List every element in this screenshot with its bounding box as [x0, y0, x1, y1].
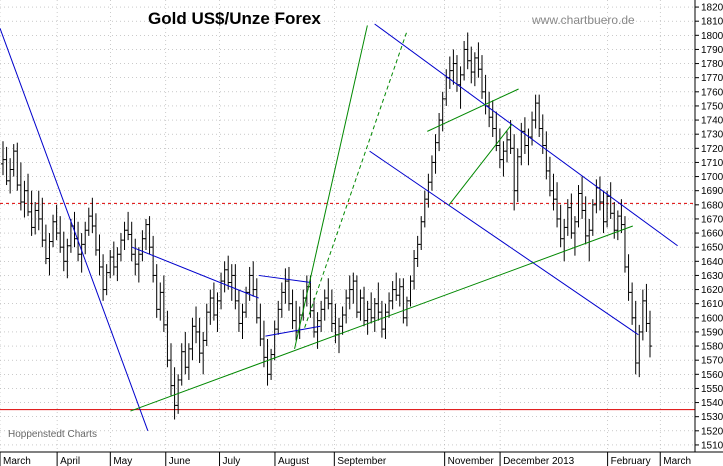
chart-title: Gold US$/Unze Forex [148, 9, 321, 28]
trendline-blue [369, 150, 639, 336]
y-tick-label: 1540 [701, 398, 723, 409]
x-tick-label: September [337, 456, 387, 466]
y-tick-label: 1640 [701, 257, 723, 268]
x-tick-label: April [60, 456, 80, 466]
x-tick-label: November [448, 456, 495, 466]
y-tick-label: 1810 [701, 17, 723, 28]
x-tick-label: March [3, 456, 31, 466]
y-tick-label: 1520 [701, 426, 723, 437]
y-tick-label: 1510 [701, 440, 723, 451]
site-label: www.chartbuero.de [531, 13, 635, 27]
y-tick-label: 1600 [701, 313, 723, 324]
y-tick-label: 1800 [701, 31, 723, 42]
y-tick-label: 1790 [701, 45, 723, 56]
source-label: Hoppenstedt Charts [8, 429, 97, 440]
trendline-blue [131, 246, 259, 299]
plot-area [0, 0, 695, 452]
y-tick-label: 1750 [701, 101, 723, 112]
y-tick-label: 1570 [701, 356, 723, 367]
y-tick-label: 1560 [701, 370, 723, 381]
y-tick-label: 1710 [701, 158, 723, 169]
y-tick-label: 1530 [701, 412, 723, 423]
x-tick-label: February [611, 456, 651, 466]
y-tick-label: 1700 [701, 172, 723, 183]
trendline-blue [258, 274, 311, 283]
x-axis: March April May June July August September Nove… [0, 452, 691, 466]
gridlines [0, 0, 695, 452]
y-tick-label: 1720 [701, 144, 723, 155]
y-tick-label: 1580 [701, 342, 723, 353]
trendline-blue [374, 23, 678, 247]
horizontal-levels [0, 202, 695, 411]
trendline-green [130, 225, 633, 412]
y-tick-label: 1550 [701, 384, 723, 395]
y-tick-label: 1780 [701, 59, 723, 70]
y-tick-label: 1690 [701, 186, 723, 197]
ohlc-bars [1, 32, 652, 420]
y-tick-label: 1670 [701, 214, 723, 225]
trendline-blue [265, 325, 321, 337]
y-tick-label: 1730 [701, 130, 723, 141]
y-tick-label: 1590 [701, 327, 723, 338]
y-tick-label: 1620 [701, 285, 723, 296]
y-tick-label: 1740 [701, 116, 723, 127]
y-tick-label: 1770 [701, 73, 723, 84]
y-tick-label: 1660 [701, 229, 723, 240]
x-tick-label: December 2013 [503, 456, 575, 466]
x-tick-label: August [278, 456, 309, 466]
y-tick-label: 1760 [701, 87, 723, 98]
y-tick-label: 1680 [701, 200, 723, 211]
x-tick-label: July [223, 456, 241, 466]
trendlines [0, 23, 678, 431]
trendline-green [304, 32, 408, 328]
trendline-green [427, 88, 519, 132]
x-tick-label: May [113, 456, 132, 466]
y-axis: 1510 1520 1530 1540 1550 1560 1570 1580 1590 1600… [695, 3, 723, 451]
y-tick-label: 1650 [701, 243, 723, 254]
y-tick-label: 1630 [701, 271, 723, 282]
x-tick-label: June [169, 456, 191, 466]
trendline-green [294, 25, 368, 349]
trendline-green [448, 123, 513, 206]
trendline-blue [0, 28, 149, 431]
x-tick-label: March [663, 456, 691, 466]
y-tick-label: 1820 [701, 3, 723, 14]
y-tick-label: 1610 [701, 299, 723, 310]
